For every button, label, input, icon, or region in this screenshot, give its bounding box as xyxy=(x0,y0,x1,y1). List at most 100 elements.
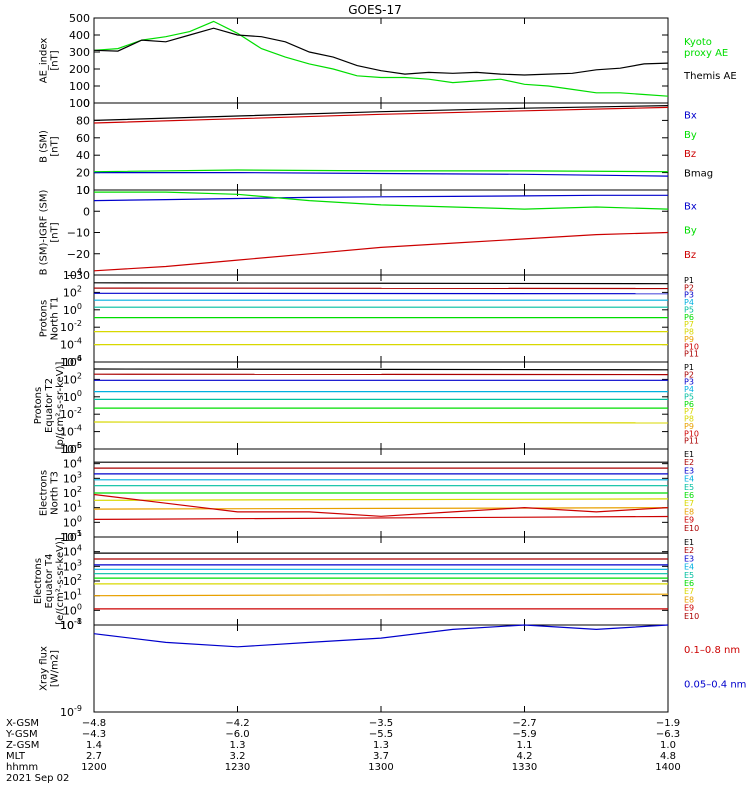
y-axis-label: [e/(cm²-s-sr-keV)] xyxy=(55,537,66,625)
y-tick-exponent: 2 xyxy=(77,284,82,293)
y-tick-label: 0 xyxy=(83,184,90,197)
ephemeris-value: 1.3 xyxy=(373,740,389,751)
series-line-e8 xyxy=(93,507,669,510)
y-tick-label: 100 xyxy=(69,80,90,93)
legend-label: E9 xyxy=(684,604,694,613)
ephemeris-row-label: X-GSM xyxy=(6,718,39,729)
legend-label: P6 xyxy=(684,313,694,322)
ephemeris-value: 1300 xyxy=(368,762,393,773)
legend-label: By xyxy=(684,226,697,237)
ephemeris-row-label: MLT xyxy=(6,751,26,762)
legend-label: E8 xyxy=(684,507,694,516)
y-tick-exponent: 4 xyxy=(77,267,82,276)
y-tick-exponent: -6 xyxy=(74,354,82,363)
y-tick-label: 101 xyxy=(63,500,82,515)
y-tick-label: 80 xyxy=(76,114,90,127)
y-axis-label: Electrons xyxy=(39,470,50,516)
legend-label: P5 xyxy=(684,305,694,314)
legend-label: E10 xyxy=(684,524,699,533)
y-tick-exponent: -4 xyxy=(74,337,82,346)
series-line-by xyxy=(93,169,669,173)
y-tick-exponent: 2 xyxy=(77,485,82,494)
y-tick-exponent: 5 xyxy=(77,441,82,450)
y-tick-exponent: 4 xyxy=(77,354,82,363)
panel-frame xyxy=(93,102,669,191)
y-tick-exponent: 0 xyxy=(77,389,82,398)
ephemeris-value: 1.1 xyxy=(517,740,533,751)
y-tick-exponent: -2 xyxy=(74,319,82,328)
series-line-bmag xyxy=(93,105,669,121)
series-line-0-05-0-4-nm xyxy=(93,624,669,648)
y-tick-label: 105 xyxy=(63,441,82,456)
y-tick-label: 10-4 xyxy=(60,337,82,352)
legend-label: P6 xyxy=(684,400,694,409)
legend-label: By xyxy=(684,130,697,141)
y-axis-label: [W/m2] xyxy=(50,650,61,687)
ephemeris-row-label: Z-GSM xyxy=(6,740,39,751)
legend-label: E1 xyxy=(684,538,694,547)
y-tick-label: 0 xyxy=(83,97,90,110)
legend-label: P10 xyxy=(684,429,699,438)
y-tick-exponent: 0 xyxy=(77,302,82,311)
y-axis-label: [p/(cm²-s-sr-keV)] xyxy=(55,362,66,450)
legend-label: E2 xyxy=(684,458,694,467)
y-tick-exponent: -1 xyxy=(74,529,82,538)
y-axis-label: [nT] xyxy=(50,136,61,156)
ephemeris-row-label: Y-GSM xyxy=(5,729,38,740)
y-tick-exponent: 1 xyxy=(77,500,82,509)
y-tick-exponent: 4 xyxy=(77,456,82,465)
y-tick-label: 400 xyxy=(69,29,90,42)
y-tick-label: 10-2 xyxy=(60,319,82,334)
legend-label: E6 xyxy=(684,579,694,588)
y-tick-label: 102 xyxy=(63,485,82,500)
y-tick-label: 40 xyxy=(76,149,90,162)
legend-label: P5 xyxy=(684,392,694,401)
y-tick-label: 0 xyxy=(83,205,90,218)
ephemeris-value: 1400 xyxy=(655,762,680,773)
series-line-bx xyxy=(93,194,668,202)
legend-label: 0.1–0.8 nm xyxy=(684,645,740,656)
y-tick-exponent: 2 xyxy=(77,371,82,380)
series-line-e9 xyxy=(93,515,669,521)
y-tick-label: 100 xyxy=(63,514,82,529)
series-line-e8 xyxy=(93,593,669,597)
ephemeris-value: −5.5 xyxy=(369,729,393,740)
legend-label: P1 xyxy=(684,276,694,285)
legend-label: E3 xyxy=(684,466,694,475)
ephemeris-value: 2.7 xyxy=(86,751,102,762)
legend-label: Bx xyxy=(684,201,697,212)
ephemeris-value: 1.0 xyxy=(660,740,676,751)
ephemeris-value: 3.2 xyxy=(230,751,246,762)
y-tick-exponent: 4 xyxy=(77,544,82,553)
y-axis-label: B (SM) xyxy=(39,130,50,163)
y-tick-label: −30 xyxy=(67,269,90,282)
series-line-p1 xyxy=(93,282,669,285)
y-tick-label: 103 xyxy=(63,470,82,485)
y-axis-label: North T1 xyxy=(50,297,61,341)
legend-label: E5 xyxy=(684,483,694,492)
series-line-bz xyxy=(93,106,669,124)
legend-label: P8 xyxy=(684,415,694,424)
y-axis-label: Equator T2 xyxy=(44,378,55,433)
y-axis-label: AE_index xyxy=(39,38,50,84)
legend-label: Bz xyxy=(684,149,696,160)
legend-label: E6 xyxy=(684,491,694,500)
legend-label: P2 xyxy=(684,283,694,292)
y-tick-exponent: -1 xyxy=(74,617,82,626)
series-line-bz xyxy=(93,231,669,272)
ephemeris-value: −4.8 xyxy=(82,718,106,729)
y-tick-exponent: -6 xyxy=(74,441,82,450)
y-axis-label: Protons xyxy=(33,387,44,424)
y-tick-label: 500 xyxy=(69,12,90,25)
legend-label: Bz xyxy=(684,250,696,261)
ephemeris-value: −1.9 xyxy=(656,718,680,729)
y-tick-exponent: -4 xyxy=(74,424,82,433)
legend-label: E10 xyxy=(684,612,699,621)
